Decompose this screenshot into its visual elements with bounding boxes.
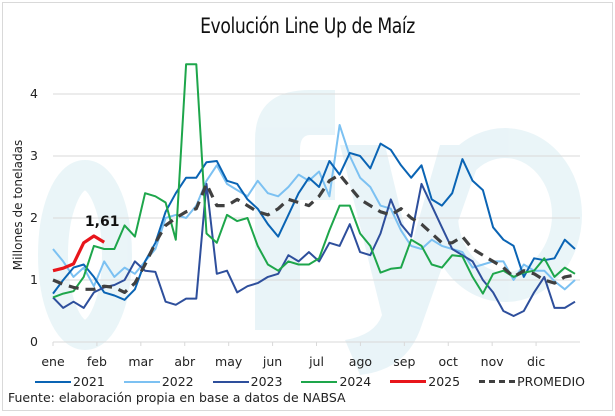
y-axis-label: Millones de toneladas <box>11 140 25 271</box>
legend-item-2023: 2023 <box>212 374 283 389</box>
legend-swatch <box>212 380 249 383</box>
series-line-2025 <box>52 234 106 273</box>
legend-item-promedio: PROMEDIO <box>479 374 585 389</box>
y-tick-label: 4 <box>30 86 38 101</box>
series-line-2022 <box>52 124 576 291</box>
y-tick-label: 1 <box>30 272 38 287</box>
legend-item-2022: 2022 <box>123 374 194 389</box>
x-tick-label: sep <box>393 354 415 369</box>
x-tick-label: may <box>215 354 243 369</box>
y-tick-label: 2 <box>30 210 38 225</box>
x-tick-label: mar <box>128 354 154 369</box>
legend-swatch <box>301 380 338 383</box>
series-line-2024 <box>52 63 576 299</box>
chart-title: Evolución Line Up de Maíz <box>200 14 415 38</box>
x-tick-label: feb <box>87 354 107 369</box>
watermark-o <box>38 160 132 350</box>
legend-label: 2025 <box>428 374 461 389</box>
y-tick-label: 0 <box>30 334 38 349</box>
legend-swatch <box>123 380 160 383</box>
legend-label: 2022 <box>161 374 194 389</box>
legend-label: 2021 <box>73 374 105 389</box>
x-tick-label: nov <box>481 354 505 369</box>
legend-label: 2023 <box>250 374 283 389</box>
watermark-f <box>255 90 335 330</box>
legend-swatch <box>390 380 427 383</box>
watermark-logo <box>38 90 582 375</box>
legend-swatch <box>35 380 72 383</box>
legend-label: 2024 <box>339 374 372 389</box>
x-tick-label: oct <box>439 354 459 369</box>
legend-item-2021: 2021 <box>35 374 105 389</box>
x-tick-label: dic <box>527 354 545 369</box>
x-tick-label: ene <box>41 354 65 369</box>
legend-label: PROMEDIO <box>517 374 585 389</box>
source-note: Fuente: elaboración propia en base a dat… <box>8 390 346 405</box>
x-tick-label: abr <box>174 354 196 369</box>
series-line-2021 <box>52 142 576 301</box>
legend-swatch <box>479 380 516 383</box>
x-tick-label: ago <box>349 354 372 369</box>
series-line-2023 <box>52 182 576 317</box>
legend-item-2025: 2025 <box>390 374 460 389</box>
x-tick-label: jul <box>308 354 324 369</box>
x-tick-label: jun <box>262 354 282 369</box>
data-label-2025: 1,61 <box>85 214 120 230</box>
y-tick-label: 3 <box>30 148 38 163</box>
legend-item-2024: 2024 <box>301 374 371 389</box>
watermark-y <box>340 145 485 375</box>
watermark-o2 <box>428 128 582 302</box>
legend: 2021 2022 2023 2024 2025 PROMEDIO <box>0 374 615 389</box>
